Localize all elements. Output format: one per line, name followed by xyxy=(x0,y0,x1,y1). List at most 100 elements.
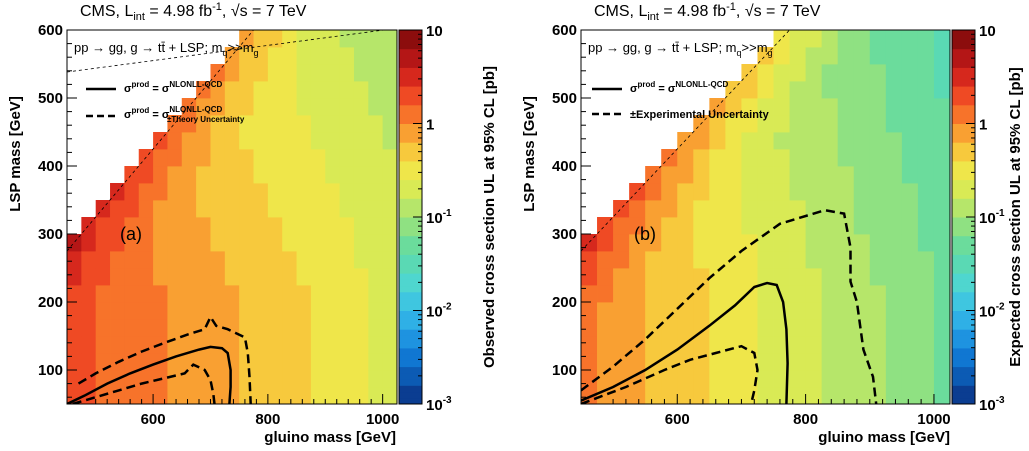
heatmap-cell xyxy=(339,353,355,371)
heatmap-cell xyxy=(95,217,111,235)
heatmap-cell xyxy=(773,353,790,371)
heatmap-cell xyxy=(196,285,211,303)
palette-swatch xyxy=(399,304,422,311)
heatmap-cell xyxy=(267,81,283,99)
heatmap-cell xyxy=(677,285,694,303)
heatmap-cell xyxy=(124,251,140,269)
palette-swatch xyxy=(399,36,422,43)
heatmap-cell xyxy=(917,30,935,48)
heatmap-cell xyxy=(709,268,726,286)
heatmap-cell xyxy=(382,319,397,337)
heatmap-cell xyxy=(339,336,355,354)
heatmap-cell xyxy=(805,285,823,303)
heatmap-cell xyxy=(224,132,240,150)
heatmap-cell xyxy=(239,251,254,269)
heatmap-cell xyxy=(837,285,855,303)
heatmap-cell xyxy=(757,132,774,150)
heatmap-cell xyxy=(853,115,871,133)
heatmap-cell xyxy=(613,387,630,404)
heatmap-cell xyxy=(296,285,312,303)
heatmap-cell xyxy=(253,47,269,65)
heatmap-cell xyxy=(382,234,397,252)
palette-swatch xyxy=(399,104,422,112)
heatmap-cell xyxy=(581,268,598,286)
heatmap-cell xyxy=(368,132,384,150)
heatmap-cell xyxy=(239,183,254,201)
heatmap-cell xyxy=(325,268,341,286)
z-axis-label-b: Expected cross section UL at 95% CL [pb] xyxy=(1007,67,1024,367)
heatmap-cell xyxy=(382,30,397,48)
heatmap-cell xyxy=(167,115,183,133)
heatmap-cell xyxy=(693,285,710,303)
heatmap-cell xyxy=(821,200,839,218)
heatmap-cell xyxy=(773,47,790,65)
heatmap-cell xyxy=(645,251,662,269)
palette-swatch xyxy=(399,366,422,374)
heatmap-cell xyxy=(224,285,240,303)
heatmap-cell xyxy=(382,370,397,388)
heatmap-cell xyxy=(693,370,710,388)
heatmap-cell xyxy=(95,234,111,252)
plot-frame-a xyxy=(66,29,398,405)
heatmap-cell xyxy=(282,234,297,252)
y-tick-label: 200 xyxy=(38,294,63,311)
heatmap-cell xyxy=(339,47,355,65)
heatmap-cell xyxy=(917,302,935,320)
heatmap-cell xyxy=(885,183,903,201)
heatmap-cell xyxy=(210,234,226,252)
heatmap-cell xyxy=(95,302,111,320)
heatmap-cell xyxy=(773,302,790,320)
heatmap-cell xyxy=(124,234,140,252)
heatmap-cell xyxy=(661,319,678,337)
heatmap-cell xyxy=(282,268,297,286)
heatmap-cell xyxy=(613,370,630,388)
heatmap-cell xyxy=(224,268,240,286)
heatmap-cell xyxy=(167,268,183,286)
heatmap-cell xyxy=(239,234,254,252)
heatmap-cell xyxy=(917,183,935,201)
heatmap-cell xyxy=(773,234,790,252)
heatmap-cell xyxy=(239,166,254,184)
y-axis-b: 100 200 300 400 500 600 xyxy=(552,22,591,398)
heatmap-cell xyxy=(239,285,254,303)
palette-swatch xyxy=(399,160,422,168)
heatmap-cell xyxy=(110,217,125,235)
heatmap-cell xyxy=(837,30,855,48)
heatmap-cell xyxy=(869,319,887,337)
heatmap-cell xyxy=(741,81,758,99)
heatmap-cell xyxy=(869,234,887,252)
heatmap-cell xyxy=(282,30,297,48)
heatmap-cell xyxy=(382,149,397,167)
heatmap-cell xyxy=(95,285,111,303)
heatmap-cell xyxy=(853,234,871,252)
heatmap-cell xyxy=(224,370,240,388)
heatmap-cell xyxy=(901,217,919,235)
palette-swatch xyxy=(952,248,975,255)
palette-swatch xyxy=(952,354,975,361)
heatmap-cell xyxy=(110,302,125,320)
heatmap-cell xyxy=(933,149,950,167)
heatmap-cell xyxy=(325,47,341,65)
x-tick-label: 800 xyxy=(255,411,280,428)
heatmap-cell xyxy=(95,268,111,286)
heatmap-cell xyxy=(917,200,935,218)
heatmap-cell xyxy=(901,268,919,286)
heatmap-cell xyxy=(805,217,823,235)
heatmap-cell xyxy=(901,183,919,201)
heatmap-cell xyxy=(196,98,211,116)
palette-swatch xyxy=(399,148,422,156)
heatmap-cell xyxy=(741,98,758,116)
heatmap-cell xyxy=(382,336,397,354)
heatmap-cell xyxy=(709,217,726,235)
heatmap-cell xyxy=(885,336,903,354)
heatmap-cell xyxy=(138,387,154,404)
heatmap-cell xyxy=(869,302,887,320)
heatmap-cell xyxy=(693,319,710,337)
heatmap-cell xyxy=(837,64,855,82)
heatmap-cell xyxy=(901,132,919,150)
heatmap-cell xyxy=(325,319,341,337)
z-tick-label: 1 xyxy=(426,117,434,134)
contour-dashed-1 xyxy=(581,208,878,404)
heatmap-cell xyxy=(821,268,839,286)
palette-swatch xyxy=(952,173,975,181)
